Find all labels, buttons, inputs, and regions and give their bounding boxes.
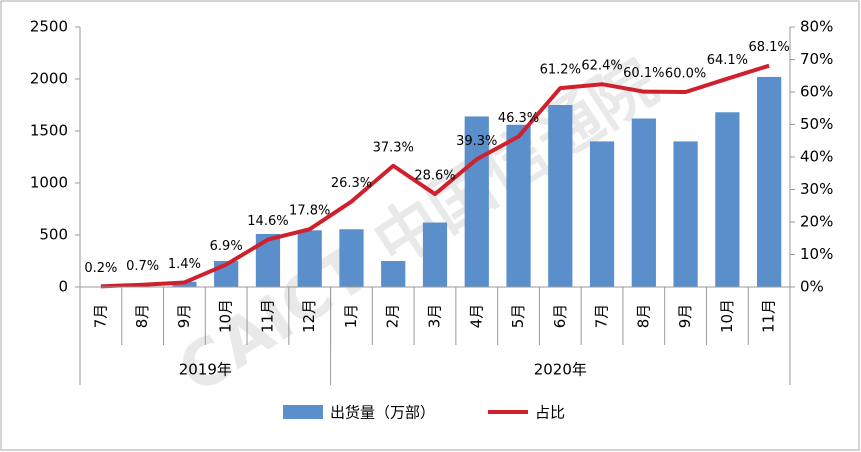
x-tick-label: 6月 <box>551 304 569 329</box>
y-tick-label: 1000 <box>30 174 68 192</box>
group-label: 2020年 <box>534 361 587 379</box>
value-label: 39.3% <box>456 134 497 149</box>
group-label: 2019年 <box>179 361 232 379</box>
x-tick-label: 9月 <box>676 304 694 329</box>
bar <box>715 112 740 287</box>
value-label: 61.2% <box>540 63 581 78</box>
value-label: 64.1% <box>707 53 748 68</box>
x-tick-label: 11月 <box>760 299 778 333</box>
bar <box>548 105 573 287</box>
value-label: 37.3% <box>373 140 414 155</box>
x-tick-label: 7月 <box>91 304 109 329</box>
y-tick-label: 500 <box>39 226 68 244</box>
y-tick-label: 2000 <box>30 70 68 88</box>
x-tick-label: 12月 <box>300 299 318 333</box>
y2-tick-label: 30% <box>800 180 833 198</box>
bar <box>506 124 531 287</box>
bar <box>339 229 364 287</box>
value-label: 6.9% <box>210 239 243 254</box>
value-label: 46.3% <box>498 111 539 126</box>
value-label: 0.2% <box>84 261 117 276</box>
x-tick-label: 10月 <box>217 299 235 333</box>
x-tick-label: 11月 <box>258 299 276 333</box>
y2-tick-label: 60% <box>800 83 833 101</box>
x-tick-label: 8月 <box>133 304 151 329</box>
value-label: 62.4% <box>581 59 622 74</box>
x-tick-label: 9月 <box>175 304 193 329</box>
legend-label: 出货量（万部） <box>330 404 435 422</box>
value-label: 0.7% <box>126 259 159 274</box>
y2-tick-label: 20% <box>800 213 833 231</box>
y2-tick-label: 50% <box>800 115 833 133</box>
bar <box>255 233 281 287</box>
value-label: 28.6% <box>414 169 455 184</box>
y2-tick-label: 80% <box>800 18 833 36</box>
bar <box>589 141 615 287</box>
bar <box>297 230 322 287</box>
value-label: 60.0% <box>665 67 706 82</box>
value-label: 68.1% <box>748 40 789 55</box>
value-label: 17.8% <box>289 204 330 219</box>
y2-tick-label: 40% <box>800 148 833 166</box>
bar <box>422 222 448 287</box>
line <box>100 63 770 289</box>
value-label: 14.6% <box>247 214 288 229</box>
y2-tick-label: 0% <box>800 278 824 296</box>
legend-label: 占比 <box>535 404 565 422</box>
x-tick-label: 1月 <box>342 304 360 329</box>
y-tick-label: 0 <box>58 278 68 296</box>
y-tick-label: 1500 <box>30 122 68 140</box>
y2-tick-label: 70% <box>800 50 833 68</box>
value-label: 1.4% <box>168 257 201 272</box>
x-tick-label: 7月 <box>593 304 611 329</box>
y2-tick-label: 10% <box>800 245 833 263</box>
bar <box>381 261 406 287</box>
bar <box>757 76 782 287</box>
bar <box>673 141 698 287</box>
x-tick-label: 10月 <box>718 299 736 333</box>
x-tick-label: 2月 <box>384 304 402 329</box>
x-tick-label: 8月 <box>634 304 652 329</box>
x-tick-label: 5月 <box>509 304 527 329</box>
x-tick-label: 3月 <box>426 304 444 329</box>
value-label: 60.1% <box>623 66 664 81</box>
y-tick-label: 2500 <box>30 18 68 36</box>
legend-swatch <box>283 405 323 419</box>
bar <box>631 118 656 288</box>
bar <box>464 116 489 287</box>
x-tick-label: 4月 <box>467 304 485 329</box>
value-label: 26.3% <box>331 176 372 191</box>
